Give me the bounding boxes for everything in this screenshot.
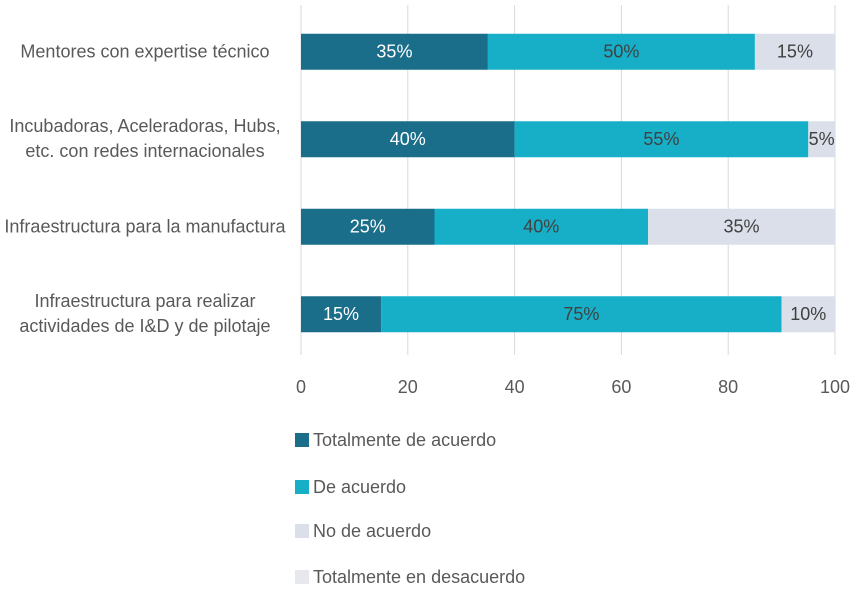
value-label: 75%: [563, 304, 599, 324]
x-tick-label: 80: [718, 377, 738, 397]
category-label: Infraestructura para realizar actividade…: [19, 291, 271, 337]
x-tick-label: 60: [611, 377, 631, 397]
value-label: 50%: [603, 42, 639, 62]
x-tick-label: 0: [296, 377, 306, 397]
legend-swatch: [295, 524, 309, 538]
value-label: 25%: [350, 217, 386, 237]
legend-label: De acuerdo: [313, 477, 406, 497]
bar-segment: [648, 208, 835, 245]
bar-segment: [381, 296, 782, 333]
value-label: 35%: [376, 42, 412, 62]
bar-segment: [301, 33, 488, 70]
bar-segment: [781, 296, 835, 333]
legend-label: Totalmente en desacuerdo: [313, 567, 525, 587]
legend-swatch: [295, 480, 309, 494]
value-label: 35%: [724, 217, 760, 237]
legend-swatch: [295, 570, 309, 584]
value-label: 15%: [323, 304, 359, 324]
bar-segment: [434, 208, 649, 245]
bar-segment: [514, 121, 809, 158]
legend-label: Totalmente de acuerdo: [313, 430, 496, 450]
x-tick-label: 100: [820, 377, 850, 397]
x-tick-label: 40: [505, 377, 525, 397]
value-label: 10%: [790, 304, 826, 324]
value-label: 5%: [809, 129, 835, 149]
bar-segment: [301, 296, 382, 333]
legend-swatch: [295, 433, 309, 447]
value-label: 40%: [390, 129, 426, 149]
bar-segment: [301, 208, 435, 245]
bar-segment: [808, 121, 835, 158]
category-label: Infraestructura para la manufactura: [4, 216, 286, 237]
bar-segment: [301, 121, 515, 158]
value-label: 40%: [523, 217, 559, 237]
legend-label: No de acuerdo: [313, 521, 431, 541]
bar-segment: [487, 33, 755, 70]
category-label: Incubadoras, Aceleradoras, Hubs, etc. co…: [9, 116, 281, 162]
category-label: Mentores con expertise técnico: [20, 41, 270, 62]
value-label: 55%: [643, 129, 679, 149]
value-label: 15%: [777, 42, 813, 62]
x-tick-label: 20: [398, 377, 418, 397]
bar-segment: [754, 33, 835, 70]
